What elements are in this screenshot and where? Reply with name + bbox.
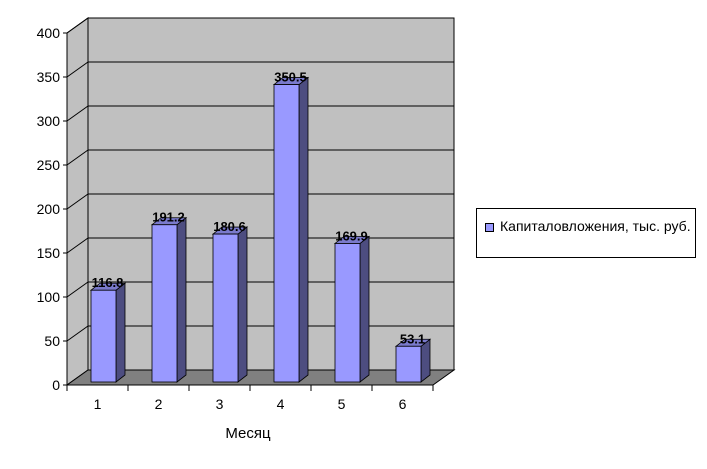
gridline-side xyxy=(66,325,89,342)
y-tick-label: 200 xyxy=(37,201,61,217)
x-tick-label: 1 xyxy=(94,396,102,412)
bar xyxy=(333,235,371,383)
y-tick-label: 0 xyxy=(52,377,60,393)
chart-gridlines xyxy=(66,17,454,342)
x-tick-label: 5 xyxy=(338,396,346,412)
gridline-side xyxy=(66,17,89,34)
bar-front xyxy=(212,233,239,383)
bar-front xyxy=(90,289,117,383)
chart-data-labels: 116.8 191.2 180.6 350.5 169.9 53.1 xyxy=(92,70,426,347)
gridline-side xyxy=(66,149,89,166)
data-label: 116.8 xyxy=(92,275,124,290)
data-label: 180.6 xyxy=(213,219,246,234)
gridline-side xyxy=(66,61,89,78)
bar-front xyxy=(151,224,178,383)
chart-axes xyxy=(63,32,434,391)
y-tick-label: 400 xyxy=(37,25,61,41)
x-tick-label: 6 xyxy=(399,396,407,412)
bar xyxy=(394,338,432,383)
data-label: 350.5 xyxy=(274,70,307,85)
bar xyxy=(211,226,249,383)
bar-side xyxy=(176,216,187,383)
y-tick-label: 150 xyxy=(37,245,61,261)
bar-side xyxy=(298,76,309,383)
bar-side xyxy=(359,235,370,383)
x-axis-label: Месяц xyxy=(225,425,271,442)
gridline-side xyxy=(66,193,89,210)
y-tick-label: 300 xyxy=(37,113,61,129)
legend-label: Капиталовложения, тыс. руб. xyxy=(500,218,691,234)
chart-tick-labels: 0 50 100 150 200 250 300 350 400 1 2 3 4 5 6 xyxy=(37,25,407,412)
data-label: 191.2 xyxy=(152,210,185,225)
bar-side xyxy=(237,226,248,383)
bar-front xyxy=(334,243,361,383)
x-tick-label: 4 xyxy=(277,396,285,412)
y-tick-label: 50 xyxy=(44,333,60,349)
y-tick-label: 100 xyxy=(37,289,61,305)
gridline-side xyxy=(66,237,89,254)
chart-legend: Капиталовложения, тыс. руб. xyxy=(476,208,696,258)
bar xyxy=(89,282,127,383)
gridline-side xyxy=(66,281,89,298)
x-tick-label: 2 xyxy=(155,396,163,412)
x-tick-label: 3 xyxy=(216,396,224,412)
bar-front xyxy=(273,84,300,383)
bar xyxy=(150,216,188,383)
legend-swatch xyxy=(485,223,494,232)
bar xyxy=(272,76,310,383)
bar-front xyxy=(395,345,422,383)
chart-bars xyxy=(89,76,432,383)
data-label: 169.9 xyxy=(335,228,368,243)
data-label: 53.1 xyxy=(400,331,425,346)
y-tick-label: 350 xyxy=(37,69,61,85)
bar-side xyxy=(115,282,126,383)
y-tick-label: 250 xyxy=(37,157,61,173)
gridline-side xyxy=(66,105,89,122)
